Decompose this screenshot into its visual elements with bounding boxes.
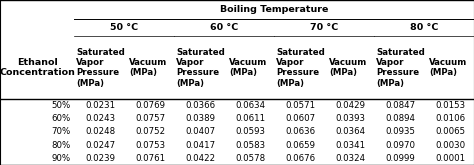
Text: 0.0030: 0.0030 <box>436 141 466 150</box>
Text: 0.0429: 0.0429 <box>336 101 366 110</box>
Text: 0.0636: 0.0636 <box>286 128 316 136</box>
Text: 0.0393: 0.0393 <box>336 114 366 123</box>
Text: Saturated
Vapor
Pressure
(MPa): Saturated Vapor Pressure (MPa) <box>276 48 325 88</box>
Text: 0.0324: 0.0324 <box>336 154 366 163</box>
Text: 0.0364: 0.0364 <box>336 128 366 136</box>
Text: 60%: 60% <box>51 114 70 123</box>
Text: 0.0153: 0.0153 <box>436 101 466 110</box>
Text: Vacuum
(MPa): Vacuum (MPa) <box>229 58 267 77</box>
Text: 0.0611: 0.0611 <box>236 114 266 123</box>
Text: 0.0341: 0.0341 <box>336 141 366 150</box>
Text: 0.0847: 0.0847 <box>386 101 416 110</box>
Text: 0.0248: 0.0248 <box>86 128 116 136</box>
Text: 0.0761: 0.0761 <box>136 154 166 163</box>
Text: 0.0769: 0.0769 <box>136 101 166 110</box>
Text: 0.0389: 0.0389 <box>186 114 216 123</box>
Text: 0.0999: 0.0999 <box>386 154 416 163</box>
Text: 0.0001: 0.0001 <box>436 154 466 163</box>
Text: Ethanol
Concentration: Ethanol Concentration <box>0 58 75 77</box>
Text: 50 °C: 50 °C <box>110 23 138 32</box>
Text: 0.0417: 0.0417 <box>186 141 216 150</box>
Text: 0.0607: 0.0607 <box>286 114 316 123</box>
Text: 80 °C: 80 °C <box>410 23 438 32</box>
Text: 0.0935: 0.0935 <box>386 128 416 136</box>
Text: 0.0970: 0.0970 <box>386 141 416 150</box>
Text: 0.0593: 0.0593 <box>236 128 266 136</box>
Text: 70 °C: 70 °C <box>310 23 338 32</box>
Text: 0.0422: 0.0422 <box>186 154 216 163</box>
Text: 0.0676: 0.0676 <box>286 154 316 163</box>
Text: 0.0231: 0.0231 <box>86 101 116 110</box>
Text: 60 °C: 60 °C <box>210 23 238 32</box>
Text: Vacuum
(MPa): Vacuum (MPa) <box>329 58 367 77</box>
Text: 0.0659: 0.0659 <box>286 141 316 150</box>
Text: Boiling Temperature: Boiling Temperature <box>220 5 328 14</box>
Text: 0.0239: 0.0239 <box>86 154 116 163</box>
Text: 0.0583: 0.0583 <box>236 141 266 150</box>
Text: 70%: 70% <box>51 128 70 136</box>
Text: Saturated
Vapor
Pressure
(MPa): Saturated Vapor Pressure (MPa) <box>76 48 125 88</box>
Text: 0.0578: 0.0578 <box>236 154 266 163</box>
Text: 90%: 90% <box>51 154 70 163</box>
Text: Vacuum
(MPa): Vacuum (MPa) <box>429 58 467 77</box>
Text: Saturated
Vapor
Pressure
(MPa): Saturated Vapor Pressure (MPa) <box>376 48 425 88</box>
Text: Saturated
Vapor
Pressure
(MPa): Saturated Vapor Pressure (MPa) <box>176 48 225 88</box>
Text: 0.0247: 0.0247 <box>86 141 116 150</box>
Text: 80%: 80% <box>51 141 70 150</box>
Text: 0.0894: 0.0894 <box>386 114 416 123</box>
Text: 0.0407: 0.0407 <box>186 128 216 136</box>
Text: 0.0243: 0.0243 <box>86 114 116 123</box>
Text: 0.0634: 0.0634 <box>236 101 266 110</box>
Text: 50%: 50% <box>51 101 70 110</box>
Text: 0.0571: 0.0571 <box>286 101 316 110</box>
Text: 0.0752: 0.0752 <box>136 128 166 136</box>
Text: 0.0065: 0.0065 <box>436 128 466 136</box>
Text: 0.0757: 0.0757 <box>136 114 166 123</box>
Text: Vacuum
(MPa): Vacuum (MPa) <box>129 58 167 77</box>
Text: 0.0106: 0.0106 <box>436 114 466 123</box>
Text: 0.0366: 0.0366 <box>186 101 216 110</box>
Text: 0.0753: 0.0753 <box>136 141 166 150</box>
